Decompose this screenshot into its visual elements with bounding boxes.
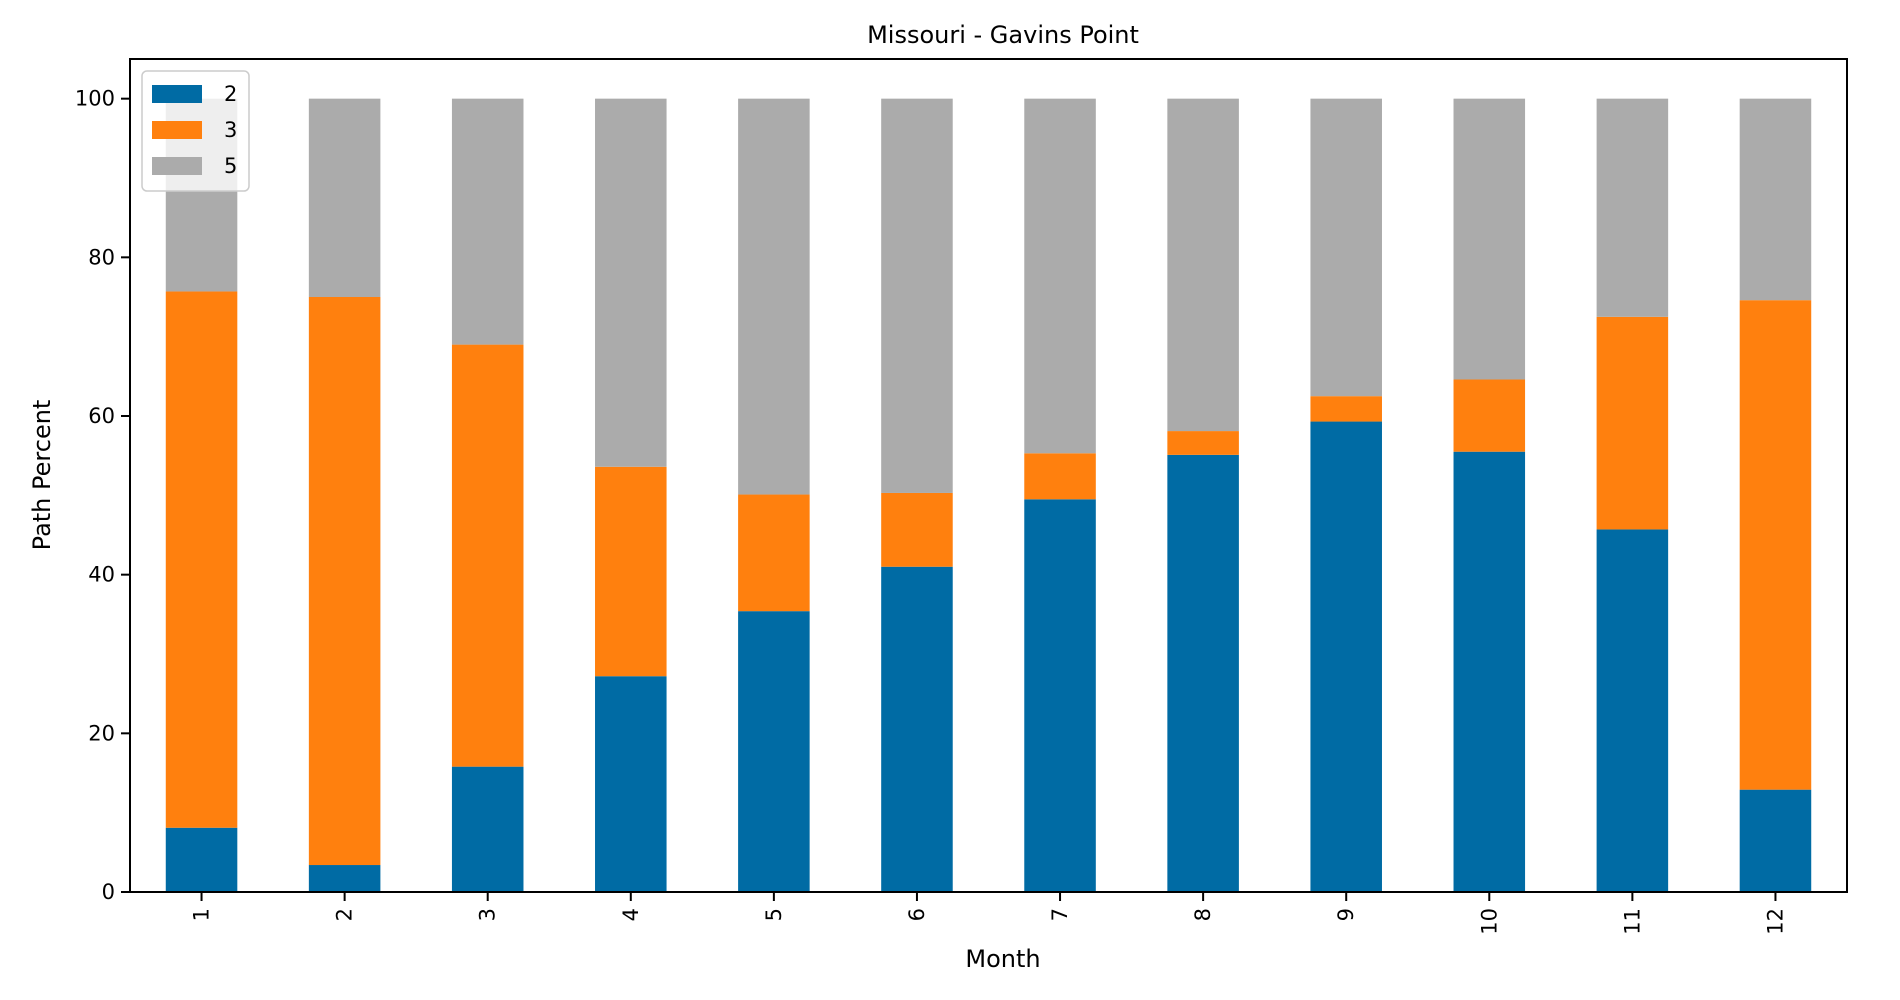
- bar-segment-month-7-series-2: [1024, 499, 1096, 892]
- x-tick-label-9: 9: [1334, 908, 1358, 921]
- bar-segment-month-7-series-3: [1024, 453, 1096, 500]
- bars-group: [165, 98, 1812, 892]
- legend-swatch-2: [152, 85, 202, 103]
- bar-segment-month-3-series-2: [451, 766, 524, 892]
- bar-segment-month-12-series-5: [1739, 98, 1812, 301]
- legend-label-3: 3: [224, 118, 237, 142]
- y-tick-label: 0: [102, 880, 115, 904]
- x-tick-label-6: 6: [905, 908, 929, 921]
- bar-segment-month-2-series-2: [308, 865, 381, 892]
- y-tick-label: 80: [88, 245, 115, 269]
- y-tick-label: 100: [75, 87, 115, 111]
- x-tick-label-1: 1: [190, 908, 214, 921]
- bar-segment-month-9-series-3: [1310, 396, 1382, 422]
- x-axis: 1 2 3 4 5 6 7 8 9 10 11 12: [190, 892, 1787, 935]
- bar-segment-month-1-series-3: [165, 291, 238, 828]
- bar-segment-month-9-series-2: [1310, 421, 1382, 892]
- chart-title: Missouri - Gavins Point: [867, 21, 1139, 49]
- bar-segment-month-2-series-5: [308, 98, 381, 298]
- y-tick-label: 20: [88, 721, 115, 745]
- bar-segment-month-11-series-5: [1596, 98, 1669, 317]
- bar-segment-month-10-series-3: [1453, 379, 1526, 452]
- bar-segment-month-3-series-5: [451, 98, 524, 345]
- bar-segment-month-11-series-2: [1596, 529, 1669, 892]
- bar-segment-month-2-series-3: [308, 297, 381, 866]
- bar-segment-month-11-series-3: [1596, 316, 1669, 530]
- bar-segment-month-4-series-3: [595, 466, 667, 677]
- x-tick-label-10: 10: [1477, 908, 1501, 935]
- bar-segment-month-6-series-3: [881, 492, 953, 567]
- bar-segment-month-5-series-2: [738, 611, 810, 892]
- plot-frame: [129, 58, 1848, 893]
- bar-segment-month-12-series-2: [1739, 789, 1812, 892]
- y-tick-label: 60: [88, 404, 115, 428]
- bar-segment-month-3-series-3: [451, 344, 524, 767]
- legend-label-2: 2: [224, 82, 237, 106]
- bar-segment-month-8-series-2: [1167, 454, 1239, 892]
- bar-segment-month-10-series-5: [1453, 98, 1526, 380]
- x-tick-label-12: 12: [1763, 908, 1787, 935]
- bar-segment-month-5-series-5: [738, 98, 810, 495]
- legend: 2 3 5: [141, 70, 250, 192]
- x-tick-label-7: 7: [1048, 908, 1072, 921]
- bar-segment-month-4-series-5: [595, 98, 667, 467]
- x-tick-label-8: 8: [1191, 908, 1215, 921]
- bar-segment-month-1-series-2: [165, 827, 238, 892]
- bar-segment-month-4-series-2: [595, 676, 667, 892]
- y-axis-label: Path Percent: [28, 400, 56, 551]
- y-axis: 0 20 40 60 80 100: [75, 87, 130, 904]
- bar-segment-month-12-series-3: [1739, 300, 1812, 790]
- bar-segment-month-8-series-5: [1167, 98, 1239, 432]
- x-tick-label-11: 11: [1620, 908, 1644, 935]
- x-axis-label: Month: [965, 945, 1040, 973]
- legend-swatch-3: [152, 121, 202, 139]
- x-tick-label-4: 4: [619, 908, 643, 921]
- legend-label-5: 5: [224, 154, 237, 178]
- bar-segment-month-9-series-5: [1310, 98, 1382, 397]
- x-tick-label-2: 2: [333, 908, 357, 921]
- bar-segment-month-6-series-2: [881, 566, 953, 892]
- bar-segment-month-7-series-5: [1024, 98, 1096, 454]
- bar-segment-month-5-series-3: [738, 494, 810, 612]
- bar-segment-month-10-series-2: [1453, 451, 1526, 892]
- y-tick-label: 40: [88, 563, 115, 587]
- x-tick-label-3: 3: [476, 908, 500, 921]
- x-tick-label-5: 5: [762, 908, 786, 921]
- bar-segment-month-6-series-5: [881, 98, 953, 493]
- legend-swatch-5: [152, 157, 202, 175]
- bar-segment-month-8-series-3: [1167, 431, 1239, 455]
